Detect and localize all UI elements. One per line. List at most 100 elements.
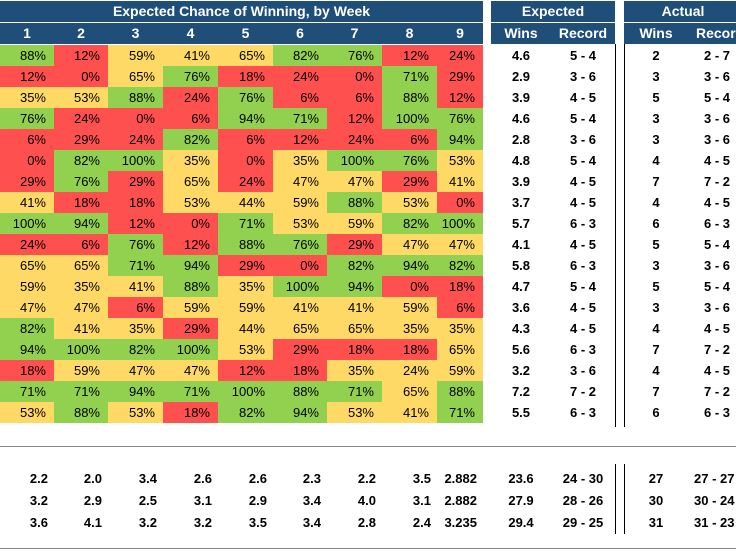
divider-expected-bottom	[615, 464, 616, 534]
win-chance-cell: 0%	[273, 255, 327, 276]
actual-title: Actual	[624, 1, 736, 22]
win-chance-cell: 71%	[0, 381, 54, 402]
win-chance-cell: 59%	[218, 297, 273, 318]
expected-wins-value: 3.6	[511, 300, 531, 315]
win-chance-cell: 47%	[54, 297, 108, 318]
actual-wins-value: 3	[652, 111, 660, 126]
week-header-5: 5	[218, 23, 273, 44]
win-chance-cell: 82%	[218, 402, 273, 423]
summary-week-value: 2.6	[248, 471, 267, 486]
win-chance-cell: 35%	[0, 87, 54, 108]
expected-record-value: 4 - 5	[569, 237, 596, 252]
win-chance-cell: 53%	[163, 192, 218, 213]
expected-record-value: 6 - 3	[569, 216, 596, 231]
actual-record-value: 4 - 5	[704, 321, 731, 336]
expected-wins-value: 5.8	[511, 258, 531, 273]
week-header-9: 9	[437, 23, 483, 44]
win-chance-cell: 24%	[108, 129, 163, 150]
win-chance-cell: 44%	[218, 192, 273, 213]
summary-expected-wins: 23.6	[508, 471, 534, 486]
actual-record-value: 7 - 2	[704, 384, 731, 399]
summary-week-value: 3.6	[29, 515, 48, 530]
win-chance-cell: 35%	[108, 318, 163, 339]
win-chance-cell: 47%	[382, 234, 437, 255]
win-chance-cell: 18%	[327, 339, 382, 360]
win-chance-cell: 6%	[437, 297, 483, 318]
win-chance-cell: 18%	[163, 402, 218, 423]
expected-record-value: 6 - 3	[569, 258, 596, 273]
summary-week-value: 3.1	[193, 493, 212, 508]
win-chance-cell: 0%	[437, 192, 483, 213]
win-chance-cell: 82%	[163, 129, 218, 150]
summary-week-value: 3.5	[412, 471, 431, 486]
win-chance-cell: 82%	[327, 255, 382, 276]
summary-week-value: 2.6	[193, 471, 212, 486]
win-chance-cell: 76%	[382, 150, 437, 171]
actual-record-value: 7 - 2	[704, 342, 731, 357]
win-chance-cell: 53%	[273, 213, 327, 234]
summary-week-value: 2.9	[83, 493, 102, 508]
win-chance-cell: 65%	[54, 255, 108, 276]
win-chance-cell: 76%	[0, 108, 54, 129]
win-chance-cell: 24%	[0, 234, 54, 255]
win-chance-cell: 6%	[108, 297, 163, 318]
win-chance-cell: 29%	[54, 129, 108, 150]
summary-expected-wins: 27.9	[508, 493, 534, 508]
expected-record-value: 5 - 4	[569, 153, 596, 168]
win-chance-cell: 41%	[327, 297, 382, 318]
win-chance-cell: 100%	[327, 150, 382, 171]
week-header-3: 3	[108, 23, 163, 44]
win-chance-cell: 53%	[54, 87, 108, 108]
summary-week-value: 2.3	[302, 471, 321, 486]
week-header-2: 2	[54, 23, 108, 44]
win-chance-cell: 53%	[327, 402, 382, 423]
expected-record-value: 4 - 5	[569, 174, 596, 189]
summary-actual-record: 27 - 27	[694, 471, 735, 486]
win-chance-cell: 100%	[163, 339, 218, 360]
actual-wins-value: 5	[652, 237, 660, 252]
win-chance-cell: 6%	[382, 129, 437, 150]
win-chance-cell: 47%	[273, 171, 327, 192]
win-chance-cell: 35%	[437, 318, 483, 339]
win-chance-cell: 47%	[327, 171, 382, 192]
summary-week-value: 3.4	[302, 515, 321, 530]
win-chance-cell: 94%	[327, 276, 382, 297]
win-chance-cell: 71%	[382, 66, 437, 87]
summary-week-value: 3.2	[138, 515, 157, 530]
week-header-1: 1	[0, 23, 54, 44]
win-chance-cell: 82%	[108, 339, 163, 360]
actual-record-value: 3 - 6	[704, 111, 731, 126]
win-chance-cell: 35%	[327, 360, 382, 381]
win-chance-cell: 82%	[54, 150, 108, 171]
win-chance-cell: 88%	[437, 381, 483, 402]
expected-record-value: 6 - 3	[569, 405, 596, 420]
expected-wins-value: 4.6	[511, 48, 531, 63]
win-chance-cell: 44%	[218, 318, 273, 339]
win-chance-cell: 59%	[54, 360, 108, 381]
expected-record-header: Record	[551, 23, 615, 44]
win-chance-cell: 65%	[0, 255, 54, 276]
win-chance-cell: 88%	[108, 87, 163, 108]
win-chance-cell: 0%	[108, 108, 163, 129]
expected-wins-value: 4.8	[511, 153, 531, 168]
expected-wins-value: 4.6	[511, 111, 531, 126]
win-chance-cell: 24%	[163, 87, 218, 108]
actual-wins-value: 7	[652, 174, 660, 189]
expected-record-value: 5 - 4	[569, 279, 596, 294]
actual-record-value: 5 - 4	[704, 279, 731, 294]
expected-title: Expected	[491, 1, 615, 22]
win-chance-cell: 12%	[437, 87, 483, 108]
actual-record-value: 4 - 5	[704, 153, 731, 168]
win-chance-cell: 29%	[0, 171, 54, 192]
summary-week-value: 2.9	[248, 493, 267, 508]
actual-record-value: 3 - 6	[704, 300, 731, 315]
win-chance-cell: 76%	[54, 171, 108, 192]
win-chance-cell: 94%	[0, 339, 54, 360]
win-chance-cell: 82%	[382, 213, 437, 234]
summary-expected-wins: 29.4	[508, 515, 534, 530]
win-chance-cell: 88%	[273, 381, 327, 402]
expected-wins-value: 4.7	[511, 279, 531, 294]
win-chance-cell: 82%	[273, 45, 327, 66]
summary-actual-wins: 31	[648, 515, 664, 530]
win-chance-cell: 24%	[437, 45, 483, 66]
